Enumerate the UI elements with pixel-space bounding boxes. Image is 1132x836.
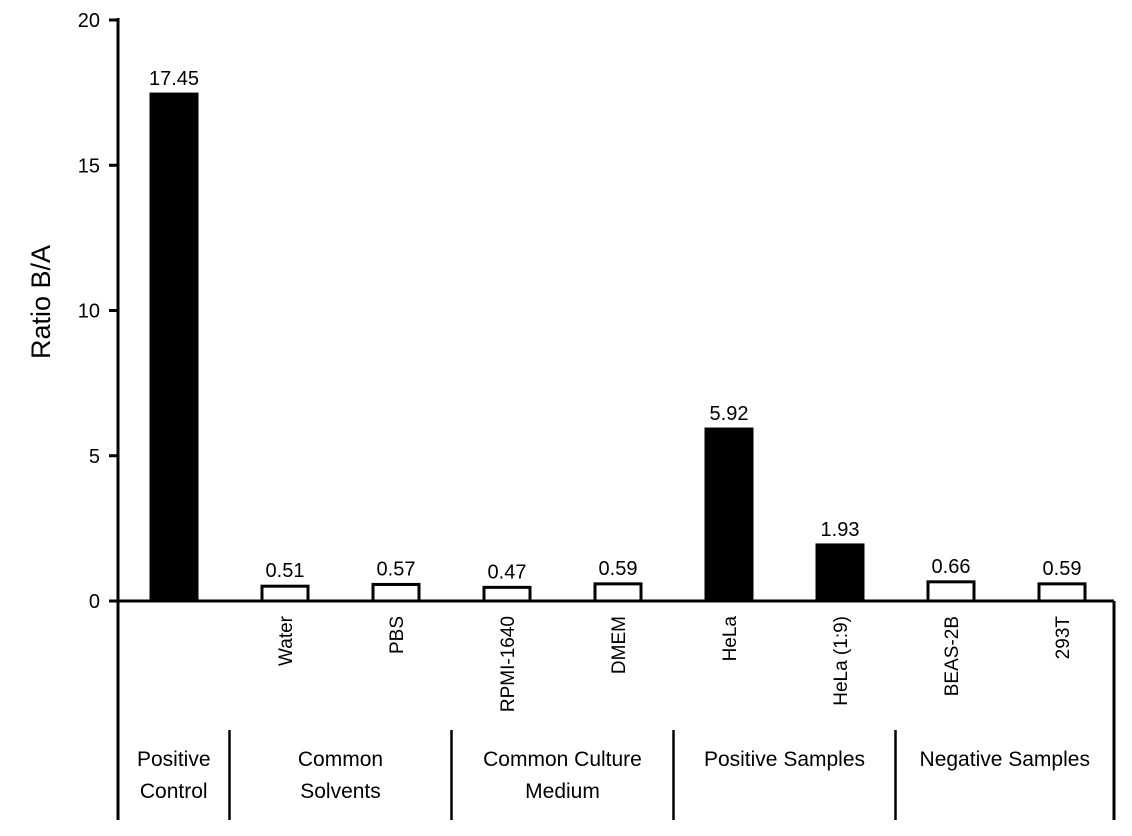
x-tick-label: RPMI-1640 — [498, 616, 519, 712]
group-label: Positive — [137, 748, 211, 771]
x-tick-label: BEAS-2B — [942, 616, 963, 696]
y-tick-label: 10 — [78, 301, 100, 323]
axes — [109, 18, 1116, 820]
group-label: Control — [140, 780, 208, 803]
group-label: Solvents — [300, 780, 381, 803]
bar — [593, 582, 643, 603]
group-label: Positive Samples — [704, 748, 865, 771]
bars — [149, 92, 1087, 603]
x-tick-label: 293T — [1053, 616, 1074, 660]
data-label: 1.93 — [821, 519, 860, 541]
y-tick-label: 15 — [78, 155, 100, 177]
x-tick-label: Water — [276, 615, 297, 666]
data-label: 0.47 — [488, 561, 527, 583]
data-label: 0.57 — [377, 558, 416, 580]
bar — [482, 585, 532, 603]
group-label: Common Culture — [483, 748, 642, 771]
bar — [371, 582, 421, 603]
x-tick-label: PBS — [387, 616, 408, 654]
group-label: Medium — [525, 780, 600, 803]
data-label: 0.59 — [1043, 558, 1082, 580]
bar — [704, 427, 754, 603]
x-tick-label: HeLa — [720, 616, 741, 662]
x-tick-label: DMEM — [609, 616, 630, 674]
data-label: 0.66 — [932, 556, 971, 578]
x-tick-label: HeLa (1:9) — [831, 616, 852, 706]
data-label: 0.51 — [266, 560, 305, 582]
labels: 0 5 10 15 20 17.45 0.51 Water 0.57 PBS 0.47 RPMI-16… — [78, 10, 1090, 803]
data-label: 0.59 — [599, 558, 638, 580]
y-axis-title: Ratio B/A — [26, 245, 56, 359]
data-label: 5.92 — [710, 403, 749, 425]
y-tick-label: 20 — [78, 10, 100, 32]
data-label: 17.45 — [149, 68, 199, 90]
bar — [260, 584, 310, 603]
bar — [926, 580, 976, 603]
bar — [815, 543, 865, 603]
group-label: Common — [298, 748, 383, 771]
group-label: Negative Samples — [920, 748, 1090, 771]
bar — [149, 92, 199, 603]
y-tick-label: 0 — [89, 591, 100, 613]
bar — [1037, 582, 1087, 603]
y-tick-label: 5 — [89, 446, 100, 468]
